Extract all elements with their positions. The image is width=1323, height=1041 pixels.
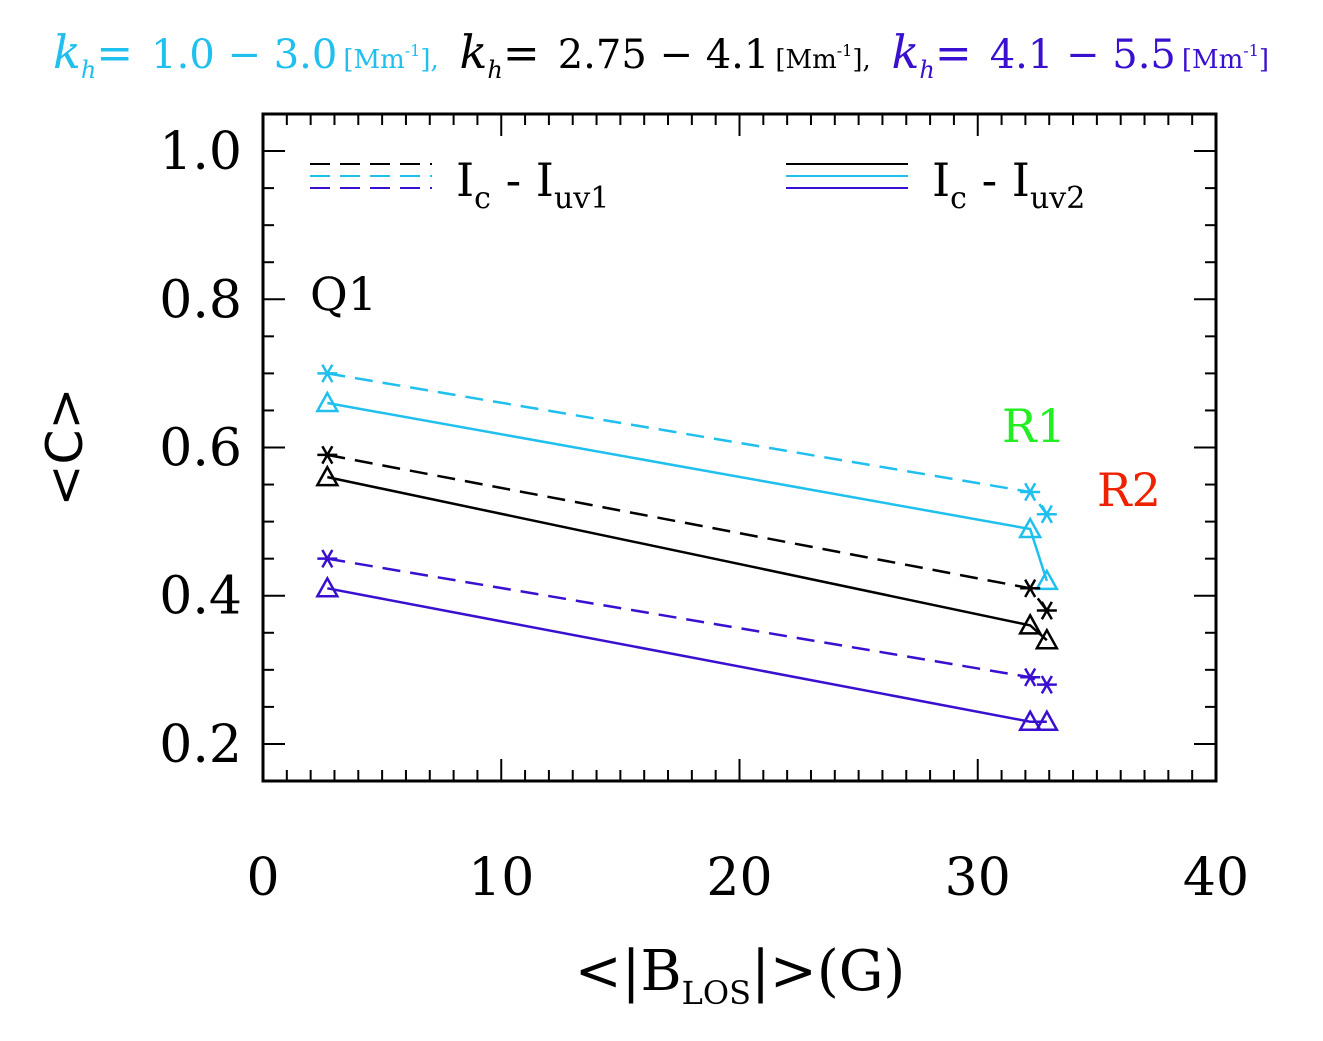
region-label-q1: Q1 xyxy=(310,267,377,321)
data-point-star xyxy=(1020,667,1041,687)
series-1 xyxy=(315,390,1059,591)
title-seg-0-eq: = xyxy=(96,28,133,79)
data-point-star xyxy=(1036,601,1057,620)
y-tick-label: 1.0 xyxy=(159,122,242,182)
x-axis-label-pre: <|B xyxy=(575,939,682,1004)
title-seg-1: kh= 2.75 − 4.1 [Mm-1], xyxy=(459,25,883,84)
series-line xyxy=(327,475,1048,642)
title-seg-0-unit-sup: -1 xyxy=(405,41,421,60)
data-point-triangle xyxy=(315,464,340,487)
legend-label-uv1: Ic - Iuv1 xyxy=(456,153,609,216)
x-tick-label: 40 xyxy=(1183,848,1249,908)
title-seg-1-unit-close: ], xyxy=(852,45,870,75)
data-point-triangle xyxy=(1034,568,1059,591)
title-seg-1-unit-sup: -1 xyxy=(837,41,853,60)
title-seg-0: kh= 1.0 − 3.0 [Mm-1], xyxy=(53,25,452,84)
title-seg-1-k: k xyxy=(459,25,487,79)
data-point-triangle xyxy=(1034,709,1059,731)
x-tick-label: 30 xyxy=(945,848,1011,908)
x-axis-label-sub: LOS xyxy=(682,974,751,1012)
region-label-r1: R1 xyxy=(1002,399,1066,453)
title-seg-2-unit-sup: -1 xyxy=(1243,41,1259,60)
series-0 xyxy=(317,364,1057,524)
data-point-star xyxy=(1036,675,1057,694)
y-tick-labels: 0.2 0.4 0.6 0.8 1.0 xyxy=(159,122,242,775)
series-line xyxy=(327,372,1048,515)
title-seg-2-k: k xyxy=(891,25,919,79)
title-seg-2-range: 4.1 − 5.5 xyxy=(990,32,1176,78)
series-4 xyxy=(317,549,1057,694)
data-point-star xyxy=(1020,578,1041,598)
title-seg-0-k: k xyxy=(53,25,81,79)
title-seg-0-unit: [Mm xyxy=(343,45,404,75)
data-point-star xyxy=(317,549,338,568)
chart-title: kh= 1.0 − 3.0 [Mm-1], kh= 2.75 − 4.1 [Mm-1],… xyxy=(53,25,1269,84)
title-seg-2-sub: h xyxy=(919,56,934,84)
series-3 xyxy=(315,464,1059,650)
data-point-star xyxy=(317,364,338,383)
data-point-triangle xyxy=(1034,627,1059,650)
series xyxy=(315,364,1059,731)
x-tick-label: 20 xyxy=(706,848,772,908)
x-tick-label: 0 xyxy=(246,848,279,908)
title-seg-1-unit: [Mm xyxy=(775,45,836,75)
data-point-star xyxy=(317,445,338,465)
title-seg-1-sub: h xyxy=(487,56,502,84)
data-point-star xyxy=(1036,504,1057,524)
title-seg-0-unit-close: ], xyxy=(420,45,438,75)
title-seg-0-sub: h xyxy=(81,56,96,84)
data-point-triangle xyxy=(315,575,340,598)
data-point-star xyxy=(1020,482,1041,502)
axis-ticks xyxy=(262,113,1217,782)
data-point-triangle xyxy=(315,390,340,413)
data-point-triangle xyxy=(1018,709,1043,731)
y-tick-label: 0.8 xyxy=(159,270,242,330)
title-seg-2: kh= 4.1 − 5.5 [Mm-1] xyxy=(891,25,1269,84)
data-point-triangle xyxy=(1018,612,1043,635)
y-tick-label: 0.4 xyxy=(159,567,242,627)
data-point-triangle xyxy=(1018,516,1043,539)
title-seg-1-range: 2.75 − 4.1 xyxy=(558,32,770,78)
title-seg-1-eq: = xyxy=(503,28,540,79)
y-axis-label: <C> xyxy=(36,388,94,507)
title-seg-2-eq: = xyxy=(935,28,972,79)
legend: Ic - Iuv1 Ic - Iuv2 xyxy=(310,153,1085,216)
series-line xyxy=(327,453,1048,612)
x-axis-label-post: |>(G) xyxy=(751,939,905,1004)
x-tick-labels: 0 10 20 30 40 xyxy=(246,848,1249,908)
series-5 xyxy=(315,575,1059,731)
x-axis-label: <|BLOS|>(G) xyxy=(575,939,906,1012)
series-line xyxy=(327,557,1048,686)
title-seg-0-range: 1.0 − 3.0 xyxy=(151,32,337,78)
x-tick-label: 10 xyxy=(468,848,534,908)
series-line xyxy=(327,401,1049,582)
title-seg-2-unit-close: ] xyxy=(1259,45,1269,75)
legend-swatch-dashed xyxy=(310,163,432,189)
series-2 xyxy=(317,445,1057,620)
y-tick-label: 0.6 xyxy=(159,419,242,479)
legend-swatch-solid xyxy=(786,163,908,189)
region-label-r2: R2 xyxy=(1097,463,1161,517)
legend-label-uv2: Ic - Iuv2 xyxy=(932,153,1085,216)
title-seg-2-unit: [Mm xyxy=(1182,45,1243,75)
series-line xyxy=(327,587,1047,723)
y-tick-label: 0.2 xyxy=(159,715,242,775)
